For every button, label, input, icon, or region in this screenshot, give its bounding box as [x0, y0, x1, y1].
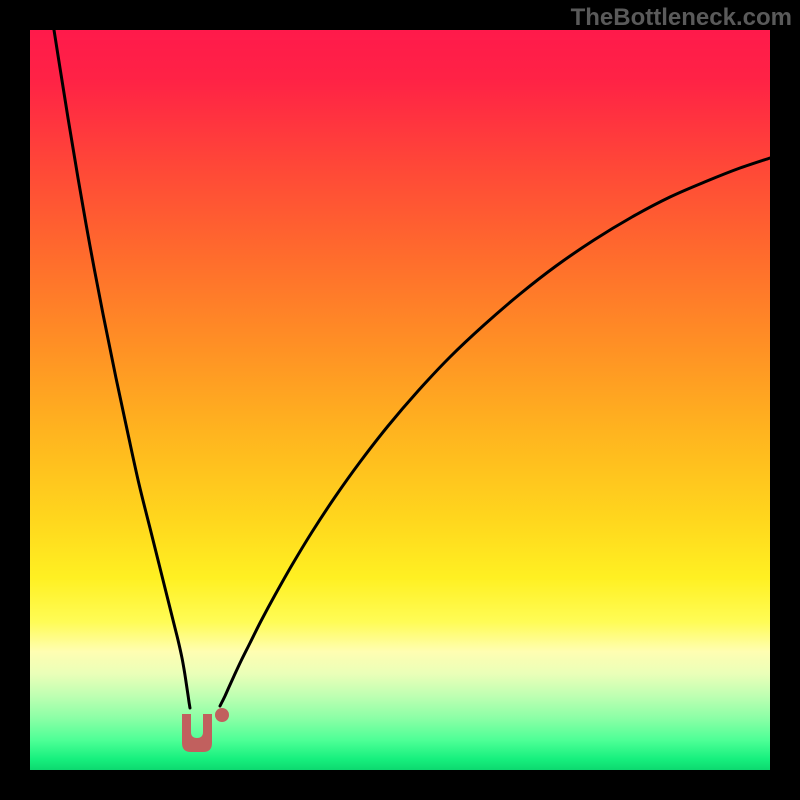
watermark-text: TheBottleneck.com: [571, 4, 792, 32]
marker-dot: [215, 708, 229, 722]
chart-canvas: TheBottleneck.com: [0, 0, 800, 800]
bottleneck-chart: [0, 0, 800, 800]
chart-gradient-background: [30, 30, 770, 770]
